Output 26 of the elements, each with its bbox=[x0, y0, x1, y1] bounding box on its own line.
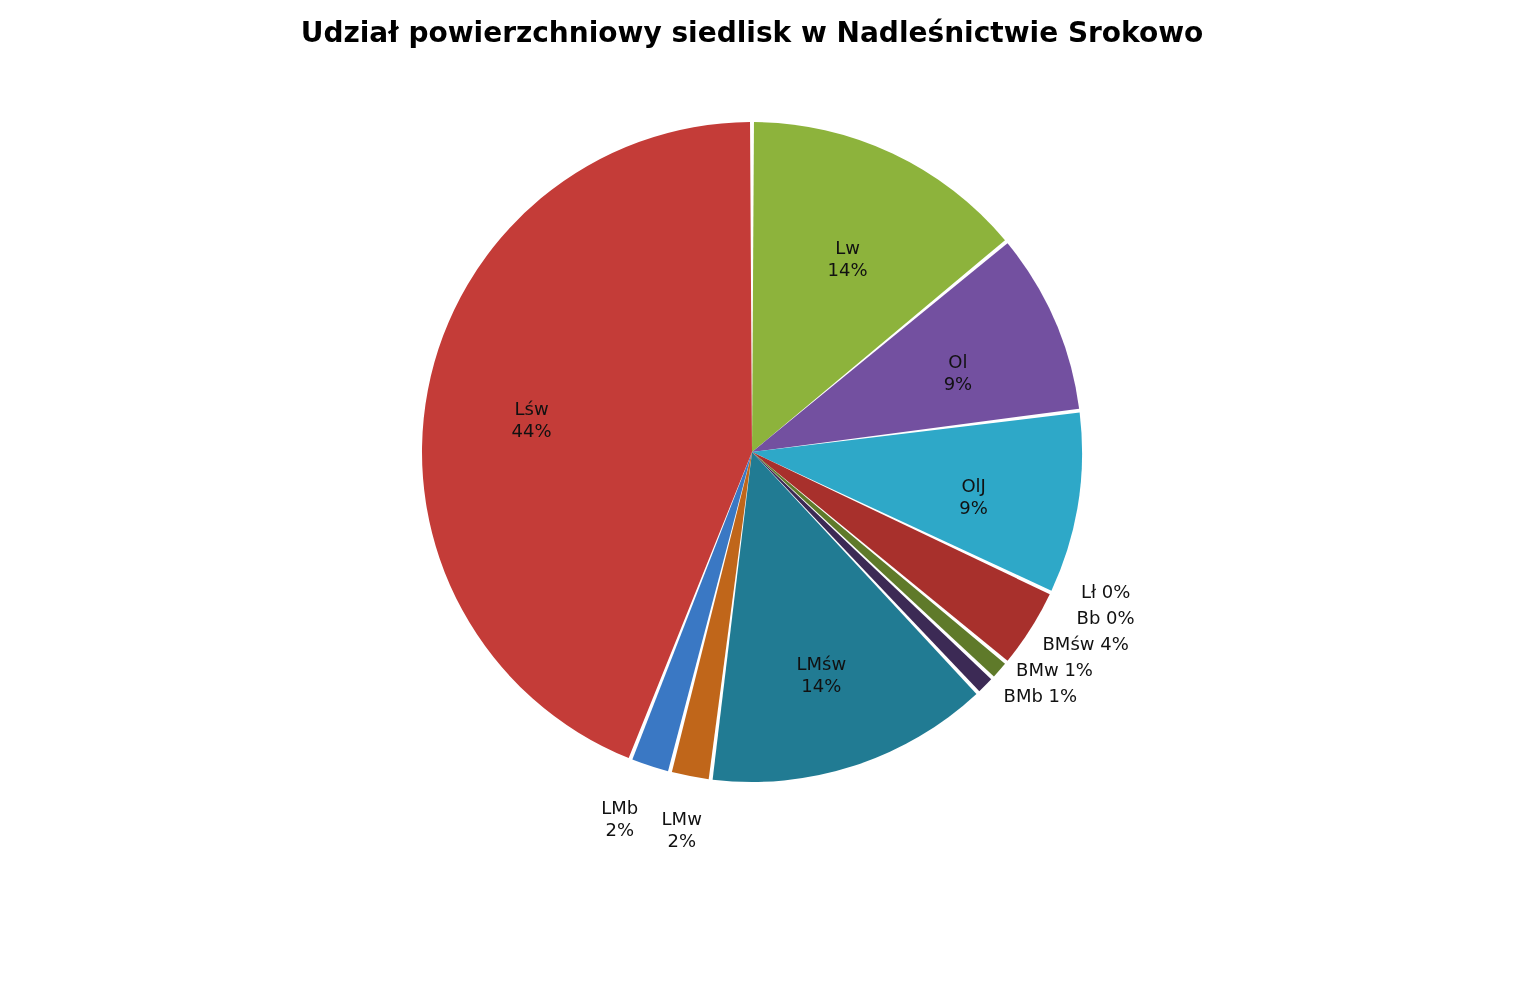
slice-label: Ol bbox=[948, 350, 968, 372]
data-label: 9% bbox=[959, 497, 988, 519]
pie-slice bbox=[752, 122, 1005, 452]
data-label: 2% bbox=[605, 818, 635, 840]
pie-slice bbox=[671, 452, 752, 780]
data-label: 2% bbox=[667, 830, 697, 852]
data-label: 14% bbox=[827, 258, 868, 280]
slice-label: BMb 1% bbox=[1003, 684, 1078, 706]
data-label: 44% bbox=[511, 419, 552, 441]
slice-label: Lw bbox=[835, 236, 860, 258]
pie-slice bbox=[632, 452, 752, 772]
chart-title: Udział powierzchniowy siedlisk w Nadleśnictwie Srokowo bbox=[300, 16, 1204, 49]
slice-label: LMw bbox=[661, 808, 702, 830]
pie-slice bbox=[752, 412, 1082, 591]
pie-slice bbox=[752, 243, 1080, 452]
category-label: Lł 0% bbox=[1080, 580, 1131, 602]
category-label: Bb 0% bbox=[1076, 606, 1135, 628]
data-label: 9% bbox=[943, 372, 973, 394]
slice-label: LMśw bbox=[796, 653, 847, 675]
slice-label: OlJ bbox=[961, 475, 986, 497]
data-label: 14% bbox=[801, 675, 842, 697]
slice-label: LMb bbox=[601, 796, 639, 818]
slice-label: Lśw bbox=[514, 397, 549, 419]
pie-slice bbox=[422, 122, 752, 759]
slice-label: BMw 1% bbox=[1016, 658, 1093, 680]
slice-label: BMśw 4% bbox=[1042, 632, 1129, 654]
